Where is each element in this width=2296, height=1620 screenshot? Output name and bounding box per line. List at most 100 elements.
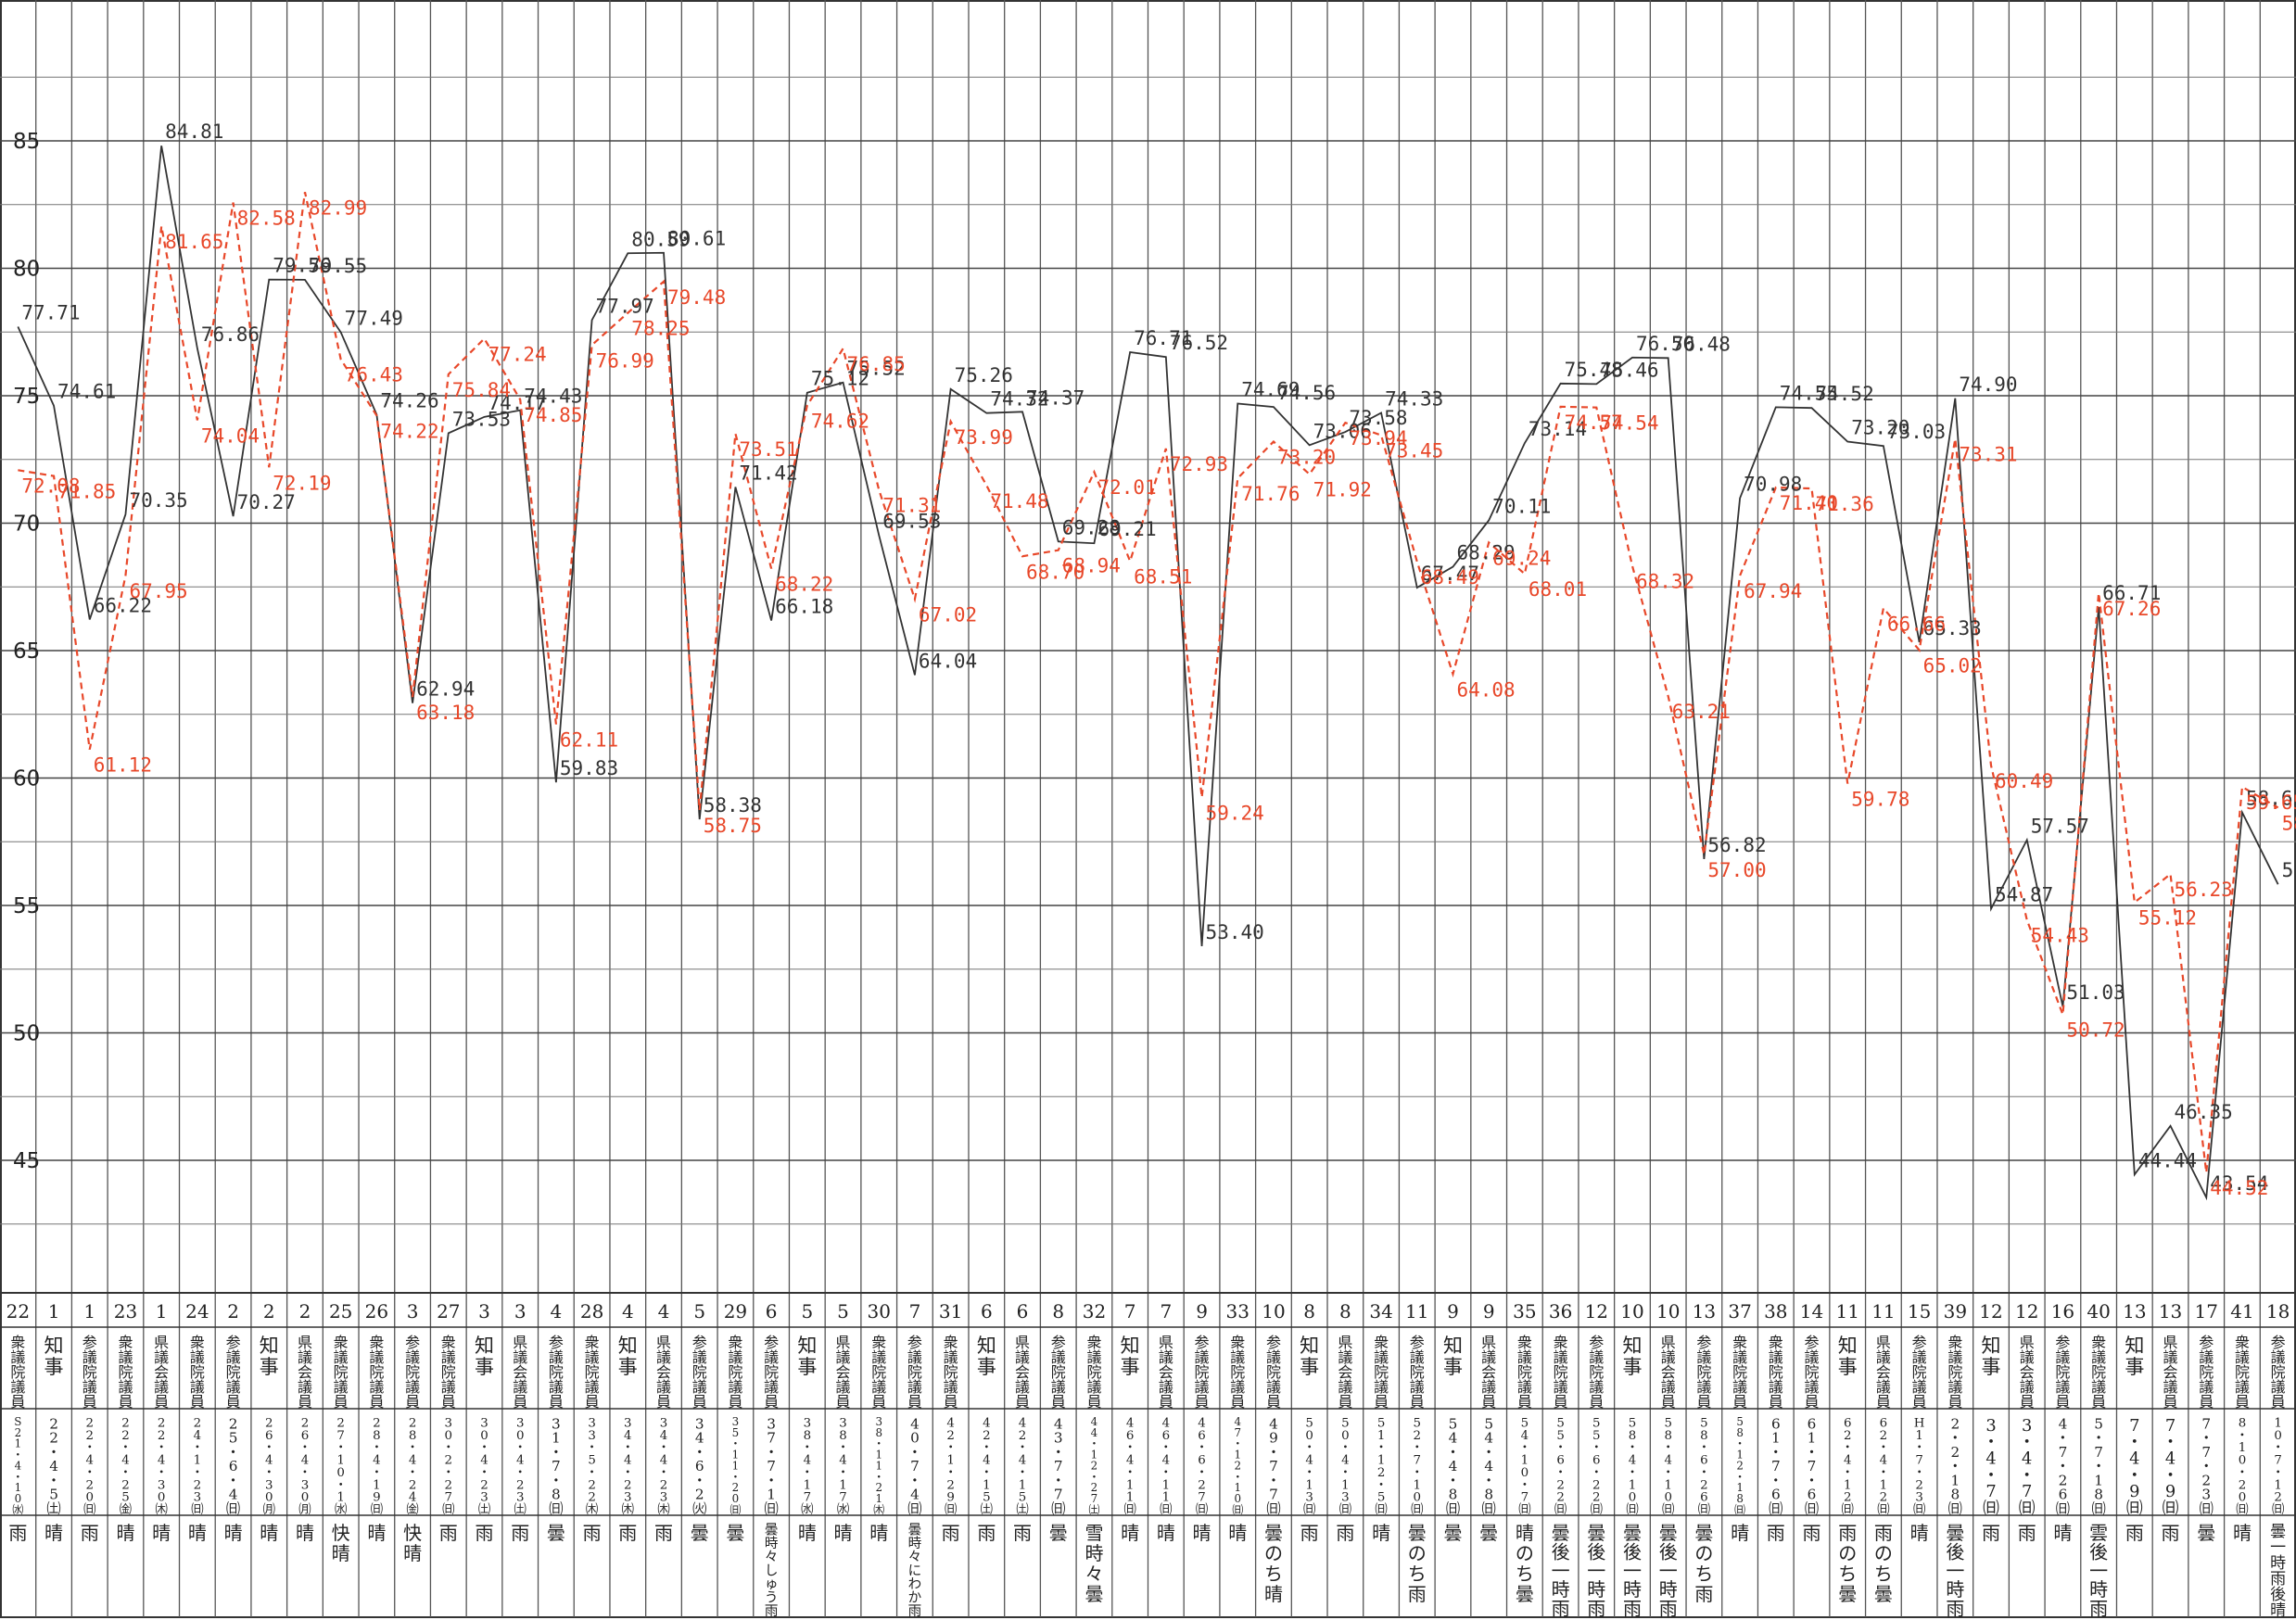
column-number: 9: [1196, 1300, 1208, 1323]
weather: 雨: [1982, 1522, 2000, 1544]
election-date: 3 8 ・ 1 1 ・ 2 1 ㈭: [873, 1415, 884, 1516]
data-label-red: 62.11: [560, 728, 618, 751]
data-label-black: 55.83: [2282, 859, 2296, 881]
data-label-black: 75.26: [955, 364, 1013, 386]
election-type: 知事: [1443, 1335, 1463, 1378]
weather: 雨: [1767, 1522, 1785, 1544]
column-number: 37: [1728, 1300, 1751, 1323]
data-label-red: 68.01: [1529, 578, 1587, 601]
column-number: 10: [1620, 1300, 1643, 1323]
election-date: 6 1 ・ 7 ・ 6 ㈰: [1769, 1415, 1782, 1517]
weather: 曇: [1443, 1522, 1462, 1544]
data-label-red: 75.84: [452, 379, 511, 401]
election-date: 2 8 ・ 4 ・ 1 9 ㈰: [371, 1416, 383, 1517]
data-label-black: 74.52: [1816, 383, 1874, 405]
data-label-red: 82.58: [237, 208, 296, 230]
column-number: 13: [2123, 1300, 2146, 1323]
weather: 晴: [2233, 1522, 2252, 1544]
weather: 雨: [511, 1522, 529, 1544]
y-tick-label: 65: [13, 639, 40, 664]
election-date: 5 5 ・ 6 ・ 2 2 ㈰: [1591, 1416, 1603, 1517]
weather: 快晴: [403, 1522, 422, 1564]
election-date: 6 2 ・ 4 ・ 1 2 ㈰: [1877, 1416, 1889, 1517]
data-label-black: 67.47: [1421, 563, 1479, 585]
column-number: 23: [114, 1300, 137, 1323]
election-date: 7 ・ 4 ・ 9 ㈰: [2163, 1416, 2179, 1518]
election-type: 県議会議員: [1661, 1334, 1676, 1411]
data-label-black: 70.35: [129, 489, 187, 512]
column-number: 5: [837, 1300, 849, 1323]
election-type: 参議院議員: [1266, 1334, 1281, 1411]
weather: 晴: [1121, 1522, 1139, 1544]
column-number: 24: [185, 1300, 209, 1323]
column-number: 5: [693, 1300, 705, 1323]
data-label-red: 67.02: [919, 603, 977, 626]
weather: 晴: [188, 1522, 207, 1544]
y-tick-label: 85: [13, 130, 40, 154]
data-label-black: 79.55: [309, 255, 367, 277]
election-type: 衆議院議員: [871, 1334, 886, 1411]
column-number: 17: [2195, 1300, 2218, 1323]
election-type: 知事: [1121, 1335, 1140, 1378]
election-date: 5 4 ・ 4 ・ 8 ㈰: [1482, 1415, 1496, 1517]
data-label-red: 69.24: [1492, 547, 1551, 569]
election-date: 3 7 ・ 7 ・ 1 ㈰: [764, 1415, 778, 1517]
data-label-black: 74.26: [380, 389, 438, 411]
weather: 曇一時雨後晴: [2270, 1523, 2286, 1620]
data-label-black: 77.49: [345, 308, 403, 330]
data-label-red: 67.26: [2102, 598, 2161, 620]
election-date: 2 7 ・ 1 0 ・ 1 ㈬: [335, 1416, 347, 1517]
election-type: 参議院議員: [907, 1334, 922, 1411]
election-type: 衆議院議員: [944, 1334, 958, 1411]
weather: 快晴: [332, 1522, 350, 1564]
data-labels: 77.71 74.61 66.22 70.35 84.81 76.86 70.27 79.56…: [21, 120, 2296, 1199]
weather: 曇後一時雨: [1552, 1522, 1570, 1620]
data-label-red: 68.70: [1026, 561, 1085, 583]
y-tick-label: 75: [13, 385, 40, 409]
election-date: 6 2 ・ 4 ・ 1 2 ㈰: [1842, 1416, 1854, 1517]
data-label-red: 73.31: [1959, 443, 2017, 465]
data-label-red: 72.93: [1170, 453, 1228, 475]
data-label-black: 80.59: [631, 228, 690, 250]
election-date: 3 8 ・ 4 ・ 1 7 ㈬: [837, 1416, 849, 1517]
election-date: 4 9 ・ 7 ・ 7 ㈰: [1266, 1415, 1280, 1517]
series-line-dashed: [18, 192, 2279, 1173]
election-date: 4 7 ・ 1 2 ・ 1 0 ㈰: [1232, 1415, 1243, 1516]
data-label-black: 74.69: [1241, 379, 1300, 401]
data-label-black: 74.55: [1780, 382, 1838, 404]
election-date: 4 2 ・ 1 ・ 2 9 ㈰: [945, 1416, 957, 1517]
election-date: 5 ・ 7 ・ 1 8 ㈰: [2091, 1415, 2105, 1517]
data-label-black: 65.33: [1923, 617, 1982, 639]
election-date: 2 5 ・ 6 ・ 4 ㈰: [226, 1415, 240, 1517]
weather: 晴: [367, 1522, 386, 1544]
election-date: 5 5 ・ 6 ・ 2 2 ㈰: [1554, 1416, 1567, 1517]
data-label-black: 66.71: [2102, 582, 2161, 604]
election-type: 知事: [1838, 1335, 1858, 1378]
election-type: 衆議院議員: [585, 1334, 600, 1411]
data-label-red: 74.22: [380, 420, 438, 442]
weather: 晴: [1193, 1522, 1211, 1544]
election-date: 4 2 ・ 4 ・ 1 5 ㈯: [1016, 1416, 1028, 1517]
election-type: 参議院議員: [1912, 1334, 1927, 1411]
weather: 晴のち曇: [1516, 1522, 1534, 1605]
election-date: 3 4 ・ 4 ・ 2 3 ㈭: [622, 1416, 634, 1517]
column-number: 39: [1944, 1300, 1967, 1323]
data-label-red: 65.02: [1923, 654, 1982, 677]
data-label-black: 56.82: [1707, 834, 1766, 856]
election-type: 衆議院議員: [369, 1334, 384, 1411]
column-number: 2: [263, 1300, 275, 1323]
data-label-black: 44.44: [2138, 1149, 2197, 1171]
election-type: 衆議院議員: [1230, 1334, 1245, 1411]
election-date: 3 5 ・ 1 1 ・ 2 0 ㈰: [729, 1415, 741, 1516]
data-label-red: 68.49: [1421, 566, 1479, 589]
weather: 曇後一時雨: [1623, 1522, 1642, 1620]
weather: 晴: [1372, 1522, 1390, 1544]
data-label-red: 81.65: [165, 231, 223, 253]
data-label-black: 74.56: [1277, 382, 1336, 404]
column-number: 18: [2266, 1300, 2290, 1323]
election-date: 3 ・ 4 ・ 7 ㈰: [2019, 1416, 2036, 1518]
data-label-red: 74.85: [524, 404, 582, 426]
data-label-red: 68.22: [775, 573, 833, 595]
column-number: 36: [1549, 1300, 1572, 1323]
